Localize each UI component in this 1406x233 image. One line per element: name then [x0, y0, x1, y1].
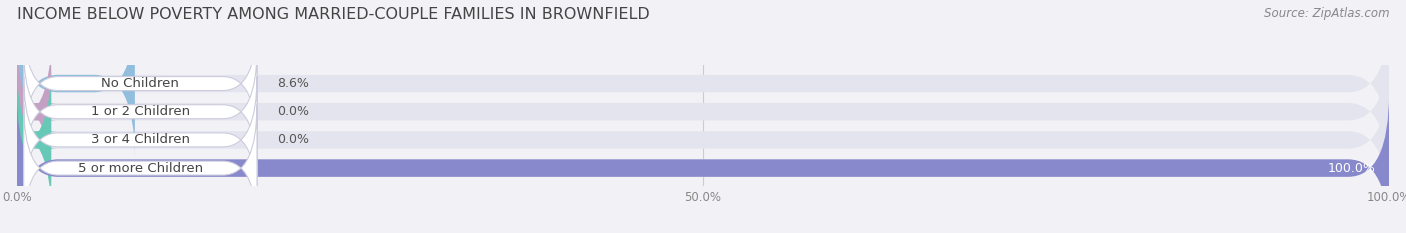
- Text: 100.0%: 100.0%: [1327, 161, 1375, 175]
- Text: 0.0%: 0.0%: [277, 134, 309, 146]
- Text: Source: ZipAtlas.com: Source: ZipAtlas.com: [1264, 7, 1389, 20]
- Text: 5 or more Children: 5 or more Children: [77, 161, 202, 175]
- Text: 8.6%: 8.6%: [277, 77, 309, 90]
- Text: No Children: No Children: [101, 77, 180, 90]
- FancyBboxPatch shape: [17, 92, 1389, 233]
- FancyBboxPatch shape: [17, 92, 1389, 233]
- FancyBboxPatch shape: [17, 8, 1389, 159]
- Text: INCOME BELOW POVERTY AMONG MARRIED-COUPLE FAMILIES IN BROWNFIELD: INCOME BELOW POVERTY AMONG MARRIED-COUPL…: [17, 7, 650, 22]
- Text: 0.0%: 0.0%: [277, 105, 309, 118]
- Text: 1 or 2 Children: 1 or 2 Children: [91, 105, 190, 118]
- FancyBboxPatch shape: [24, 105, 257, 232]
- FancyBboxPatch shape: [24, 76, 257, 203]
- FancyBboxPatch shape: [17, 8, 135, 159]
- Text: 3 or 4 Children: 3 or 4 Children: [91, 134, 190, 146]
- FancyBboxPatch shape: [24, 20, 257, 147]
- FancyBboxPatch shape: [10, 64, 58, 216]
- FancyBboxPatch shape: [17, 36, 1389, 188]
- FancyBboxPatch shape: [17, 64, 1389, 216]
- FancyBboxPatch shape: [10, 36, 58, 188]
- FancyBboxPatch shape: [24, 48, 257, 175]
